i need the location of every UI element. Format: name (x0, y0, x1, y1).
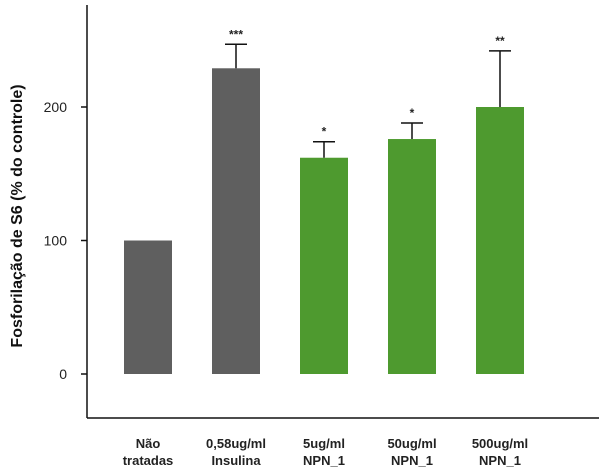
significance-label-3: * (410, 106, 415, 120)
category-label-4-line-1: NPN_1 (479, 453, 521, 468)
category-label-4-line-0: 500ug/ml (472, 436, 528, 451)
bar-4 (476, 107, 524, 374)
category-label-3-line-0: 50ug/ml (387, 436, 436, 451)
category-label-2-line-0: 5ug/ml (303, 436, 345, 451)
y-tick-label-100: 100 (44, 233, 68, 249)
significance-label-1: *** (229, 27, 243, 41)
category-label-1-line-1: Insulina (211, 453, 261, 468)
category-label-2-line-1: NPN_1 (303, 453, 345, 468)
bar-0 (124, 240, 172, 374)
bars-group (124, 43, 524, 374)
bar-3 (388, 139, 436, 374)
y-tick-label-200: 200 (44, 99, 68, 115)
y-axis-label: Fosforilação de S6 (% do controle) (9, 84, 26, 347)
category-label-0-line-1: tratadas (123, 453, 174, 468)
axes: 0 100 200 (44, 5, 599, 419)
bar-1 (212, 68, 260, 374)
category-label-3-line-1: NPN_1 (391, 453, 433, 468)
significance-label-2: * (322, 125, 327, 139)
y-tick-label-0: 0 (59, 366, 67, 382)
category-label-0-line-0: Não (136, 436, 161, 451)
bar-2 (300, 157, 348, 374)
significance-label-4: ** (495, 34, 505, 48)
labels-group: Nãotratadas***0,58ug/mlInsulina*5ug/mlNP… (123, 27, 528, 468)
category-label-1-line-0: 0,58ug/ml (206, 436, 266, 451)
